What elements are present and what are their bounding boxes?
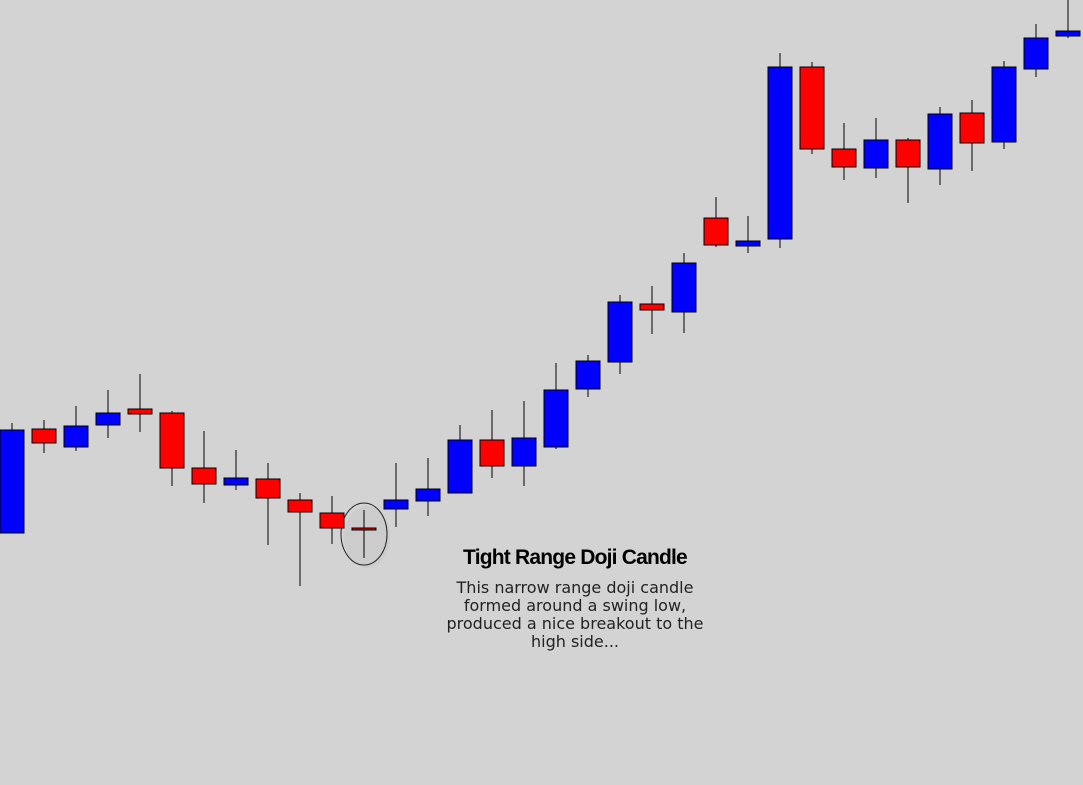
annotation-line: formed around a swing low,: [464, 596, 686, 615]
candle-body: [735, 240, 761, 247]
annotation-title: Tight Range Doji Candle: [463, 546, 687, 569]
candle-body: [895, 139, 921, 168]
candle-body: [639, 303, 665, 311]
candle-body: [767, 66, 793, 240]
candle-body: [959, 112, 985, 144]
candle-body: [511, 437, 537, 467]
candle-body: [799, 66, 825, 150]
candle-body: [927, 113, 953, 170]
candle-body: [63, 425, 89, 448]
annotation-line: This narrow range doji candle: [456, 578, 694, 597]
highlight-shadow: [344, 506, 390, 568]
candle-body: [159, 412, 185, 469]
candle-body: [127, 408, 153, 415]
candle-body: [863, 139, 889, 169]
annotation-line: high side...: [531, 632, 619, 651]
candle-body: [31, 428, 57, 444]
candle-body: [831, 148, 857, 168]
candle-body: [95, 412, 121, 426]
annotation-line: produced a nice breakout to the: [447, 614, 704, 633]
candle-body: [191, 467, 217, 485]
candle-body: [0, 429, 25, 534]
candle-body: [479, 439, 505, 467]
candle-body: [543, 389, 569, 448]
candle-body: [991, 66, 1017, 143]
candle-body: [607, 301, 633, 363]
candle-body: [255, 478, 281, 499]
candle-body: [223, 477, 249, 486]
candle-body: [575, 360, 601, 390]
highlight-ellipse: [340, 502, 388, 566]
candle-body: [287, 499, 313, 513]
candle-body: [383, 499, 409, 510]
candle-body: [671, 262, 697, 313]
candle-body: [415, 488, 441, 502]
candle-body: [1055, 30, 1081, 37]
candle-body: [703, 217, 729, 246]
candle-body: [447, 439, 473, 494]
candle-body: [1023, 37, 1049, 70]
candle-body: [351, 527, 377, 531]
candle-body: [319, 512, 345, 529]
